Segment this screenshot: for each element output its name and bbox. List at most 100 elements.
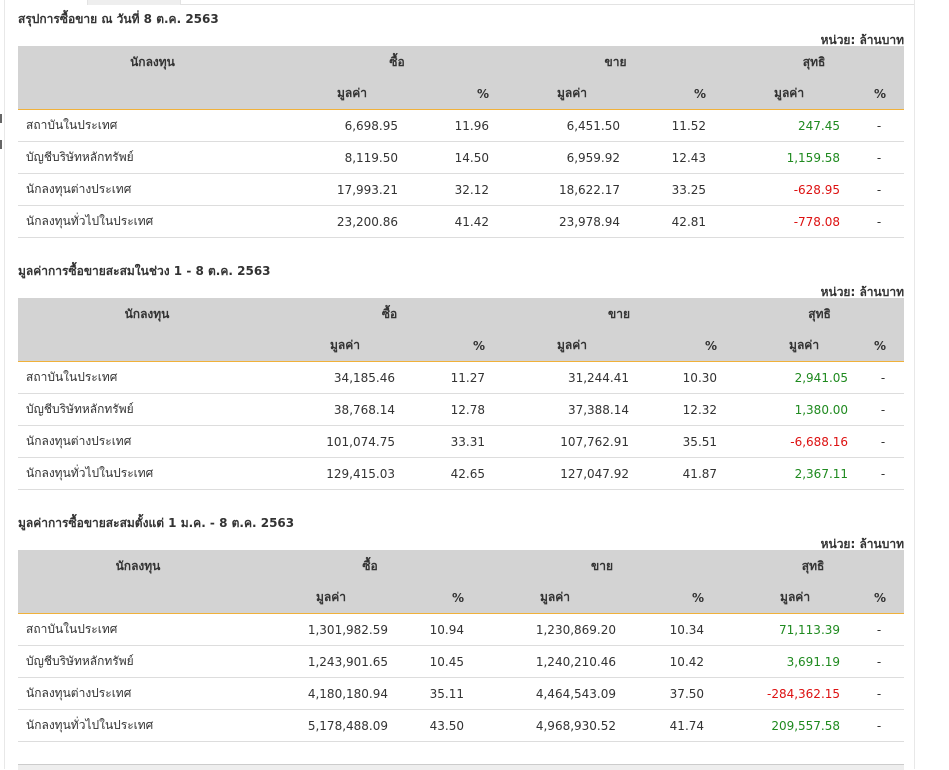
table-row: บัญชีบริษัทหลักทรัพย์ 1,243,901.65 10.45…: [18, 645, 905, 678]
header-net-value: มูลค่า: [722, 582, 855, 614]
investor-name: นักลงทุนต่างประเทศ: [18, 425, 276, 458]
table-row: นักลงทุนทั่วไปในประเทศ 23,200.86 41.42 2…: [18, 205, 905, 238]
sell-value: 6,959.92: [507, 141, 635, 174]
investor-name: บัญชีบริษัทหลักทรัพย์: [18, 141, 287, 174]
sell-percent: 12.32: [643, 393, 736, 426]
investor-name: สถาบันในประเทศ: [18, 109, 287, 142]
tab-inactive[interactable]: [88, 0, 181, 5]
sell-value: 1,230,869.20: [482, 613, 631, 646]
buy-value: 1,301,982.59: [258, 613, 402, 646]
header-net-value: มูลค่า: [735, 330, 863, 362]
sell-percent: 10.30: [643, 361, 736, 394]
investor-name: บัญชีบริษัทหลักทรัพย์: [18, 645, 258, 678]
net-percent: -: [854, 613, 905, 646]
net-value: 247.45: [724, 109, 855, 142]
investor-name: นักลงทุนต่างประเทศ: [18, 173, 287, 206]
section-title: มูลค่าการซื้อขายสะสมตั้งแต่ 1 ม.ค. - 8 ต…: [18, 516, 295, 530]
sell-value: 37,388.14: [503, 393, 644, 426]
header-buy: ซื้อ: [276, 298, 504, 330]
section-title: มูลค่าการซื้อขายสะสมในช่วง 1 - 8 ต.ค. 25…: [18, 264, 271, 278]
footer-panel-edge: [18, 764, 904, 770]
buy-percent: 33.31: [409, 425, 504, 458]
sell-percent: 10.42: [630, 645, 723, 678]
header-buy-percent: %: [402, 582, 483, 614]
unit-label: หน่วย: ล้านบาท: [820, 537, 904, 551]
summary-table: นักลงทุน ซื้อ ขาย สุทธิ มูลค่า % มูลค่า …: [18, 46, 905, 238]
header-buy: ซื้อ: [258, 550, 483, 582]
sell-value: 4,464,543.09: [482, 677, 631, 710]
sell-value: 1,240,210.46: [482, 645, 631, 678]
header-spacer: [18, 330, 276, 362]
buy-percent: 43.50: [402, 709, 483, 742]
net-percent: -: [854, 709, 905, 742]
sell-percent: 41.74: [630, 709, 723, 742]
sell-value: 6,451.50: [507, 109, 635, 142]
header-net-value: มูลค่า: [724, 78, 855, 110]
net-value: -778.08: [724, 205, 855, 238]
header-sell-value: มูลค่า: [503, 330, 644, 362]
investor-name: บัญชีบริษัทหลักทรัพย์: [18, 393, 276, 426]
sell-percent: 42.81: [634, 205, 725, 238]
table-row: นักลงทุนทั่วไปในประเทศ 129,415.03 42.65 …: [18, 457, 905, 490]
net-value: 3,691.19: [722, 645, 855, 678]
header-sell: ขาย: [503, 298, 736, 330]
tab-strip-border: [181, 4, 915, 5]
left-edge-mark: [0, 114, 2, 123]
table-row: นักลงทุนต่างประเทศ 17,993.21 32.12 18,62…: [18, 173, 905, 206]
net-percent: -: [862, 457, 905, 490]
header-sell-percent: %: [630, 582, 723, 614]
sell-percent: 11.52: [634, 109, 725, 142]
buy-value: 5,178,488.09: [258, 709, 402, 742]
buy-value: 101,074.75: [276, 425, 409, 458]
header-investor: นักลงทุน: [18, 46, 287, 78]
buy-value: 4,180,180.94: [258, 677, 402, 710]
net-percent: -: [862, 425, 905, 458]
buy-value: 129,415.03: [276, 457, 409, 490]
buy-value: 6,698.95: [287, 109, 412, 142]
buy-value: 23,200.86: [287, 205, 412, 238]
header-sell-percent: %: [643, 330, 736, 362]
tab-strip: [0, 0, 949, 5]
header-buy-value: มูลค่า: [287, 78, 412, 110]
buy-percent: 14.50: [412, 141, 508, 174]
net-value: 1,380.00: [735, 393, 863, 426]
table-row: สถาบันในประเทศ 6,698.95 11.96 6,451.50 1…: [18, 109, 905, 142]
header-sell-value: มูลค่า: [507, 78, 635, 110]
sell-value: 31,244.41: [503, 361, 644, 394]
buy-percent: 32.12: [412, 173, 508, 206]
net-percent: -: [854, 109, 905, 142]
header-net: สุทธิ: [724, 46, 905, 78]
net-value: 209,557.58: [722, 709, 855, 742]
section-title: สรุปการซื้อขาย ณ วันที่ 8 ต.ค. 2563: [18, 12, 219, 26]
header-sell-value: มูลค่า: [482, 582, 631, 614]
header-net-percent: %: [854, 582, 905, 614]
header-spacer: [18, 582, 258, 614]
header-buy: ซื้อ: [287, 46, 508, 78]
table-row: นักลงทุนทั่วไปในประเทศ 5,178,488.09 43.5…: [18, 709, 905, 742]
table-row: สถาบันในประเทศ 34,185.46 11.27 31,244.41…: [18, 361, 905, 394]
investor-name: สถาบันในประเทศ: [18, 361, 276, 394]
header-buy-value: มูลค่า: [276, 330, 409, 362]
buy-value: 38,768.14: [276, 393, 409, 426]
sell-value: 107,762.91: [503, 425, 644, 458]
net-percent: -: [854, 677, 905, 710]
sell-percent: 10.34: [630, 613, 723, 646]
header-buy-percent: %: [409, 330, 504, 362]
sell-value: 23,978.94: [507, 205, 635, 238]
net-percent: -: [854, 205, 905, 238]
buy-percent: 11.96: [412, 109, 508, 142]
sell-percent: 41.87: [643, 457, 736, 490]
table-row: สถาบันในประเทศ 1,301,982.59 10.94 1,230,…: [18, 613, 905, 646]
net-percent: -: [854, 141, 905, 174]
left-edge-mark: [0, 140, 2, 149]
header-investor: นักลงทุน: [18, 550, 258, 582]
sell-percent: 37.50: [630, 677, 723, 710]
tab-active[interactable]: [0, 0, 88, 5]
net-percent: -: [854, 645, 905, 678]
unit-label: หน่วย: ล้านบาท: [820, 285, 904, 299]
buy-value: 17,993.21: [287, 173, 412, 206]
buy-percent: 41.42: [412, 205, 508, 238]
table-row: บัญชีบริษัทหลักทรัพย์ 8,119.50 14.50 6,9…: [18, 141, 905, 174]
investor-name: นักลงทุนทั่วไปในประเทศ: [18, 709, 258, 742]
sell-value: 18,622.17: [507, 173, 635, 206]
